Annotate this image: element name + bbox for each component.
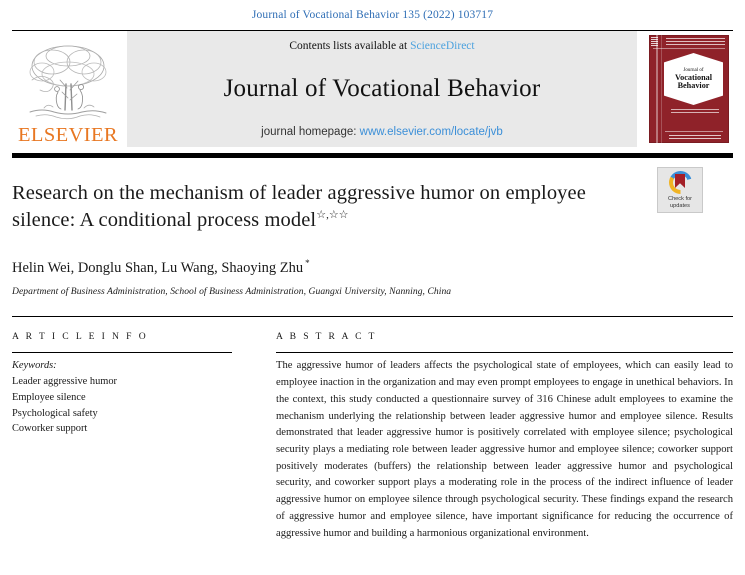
keywords-label: Keywords: <box>12 360 57 372</box>
cover-bottom-rule <box>665 131 723 132</box>
running-head-citation: Journal of Vocational Behavior 135 (2022… <box>251 9 494 21</box>
section-divider-rule <box>12 316 733 318</box>
article-title-text: Research on the mechanism of leader aggr… <box>12 182 586 232</box>
cover-top-rule <box>653 48 725 49</box>
elsevier-logo-block[interactable]: ELSEVIER <box>12 31 124 147</box>
cover-masthead-microtext <box>666 38 725 47</box>
article-info-heading-rule <box>12 352 232 354</box>
journal-cover-thumbnail[interactable]: Journal of Vocational Behavior <box>645 31 733 147</box>
elsevier-tree-logo-icon <box>22 40 114 124</box>
list-item: Psychological safety <box>12 407 98 419</box>
elsevier-wordmark: ELSEVIER <box>18 123 118 146</box>
author-names: Helin Wei, Donglu Shan, Lu Wang, Shaoyin… <box>12 259 304 276</box>
cover-line3: Behavior <box>677 81 710 90</box>
crossmark-label: Check for updates <box>668 196 692 210</box>
author-affiliation: Department of Business Administration, S… <box>12 286 452 298</box>
journal-cover-image: Journal of Vocational Behavior <box>649 35 729 143</box>
masthead-bottom-rule <box>12 153 733 158</box>
keywords-list: Leader aggressive humor Employee silence… <box>12 374 254 437</box>
list-item: Leader aggressive humor <box>12 375 118 387</box>
masthead-center-panel: Contents lists available at ScienceDirec… <box>127 31 637 147</box>
article-info-heading: A R T I C L E I N F O <box>12 331 149 343</box>
article-info-column: A R T I C L E I N F O Keywords: Leader a… <box>12 331 254 542</box>
journal-title: Journal of Vocational Behavior <box>223 75 541 103</box>
list-item: Employee silence <box>12 391 86 403</box>
article-title-block: Check for updates Research on the mechan… <box>12 158 733 297</box>
cover-bottom-wordmark <box>669 135 721 139</box>
cover-hex-panel: Journal of Vocational Behavior <box>664 53 723 105</box>
corresponding-author-mark[interactable]: * <box>305 257 310 268</box>
cover-spine-line <box>656 35 658 143</box>
journal-homepage-link[interactable]: www.elsevier.com/locate/jvb <box>359 126 503 138</box>
page-title: Research on the mechanism of leader aggr… <box>12 180 612 235</box>
crossmark-bookmark-icon <box>675 174 685 188</box>
abstract-column: A B S T R A C T The aggressive humor of … <box>254 331 733 542</box>
crossmark-label-line1: Check for <box>668 196 692 202</box>
abstract-heading-rule <box>276 352 733 354</box>
sciencedirect-link[interactable]: ScienceDirect <box>410 40 475 52</box>
cover-line1: Journal of <box>683 67 704 73</box>
title-footnote-marks: ☆,☆☆ <box>316 209 349 222</box>
cover-editor-credit-text <box>671 109 719 114</box>
cover-spine-line-secondary <box>661 35 662 143</box>
abstract-body: The aggressive humor of leaders affects … <box>276 360 733 539</box>
author-list: Helin Wei, Donglu Shan, Lu Wang, Shaoyin… <box>12 258 733 277</box>
crossmark-label-line2: updates <box>670 202 690 209</box>
info-abstract-columns: A R T I C L E I N F O Keywords: Leader a… <box>12 317 733 542</box>
contents-prefix-label: Contents lists available at <box>289 40 408 52</box>
crossmark-badge[interactable]: Check for updates <box>657 167 703 213</box>
journal-homepage-line: journal homepage: www.elsevier.com/locat… <box>261 126 503 138</box>
journal-masthead: ELSEVIER Contents lists available at Sci… <box>12 30 733 147</box>
abstract-heading: A B S T R A C T <box>276 331 377 343</box>
cover-line2: Vocational <box>675 72 712 82</box>
list-item: Coworker support <box>12 423 88 435</box>
cover-elsevier-mark-icon <box>651 37 658 46</box>
contents-available-line: Contents lists available at ScienceDirec… <box>289 40 474 52</box>
homepage-label: journal homepage: <box>261 126 357 138</box>
crossmark-ring-icon <box>668 171 692 194</box>
